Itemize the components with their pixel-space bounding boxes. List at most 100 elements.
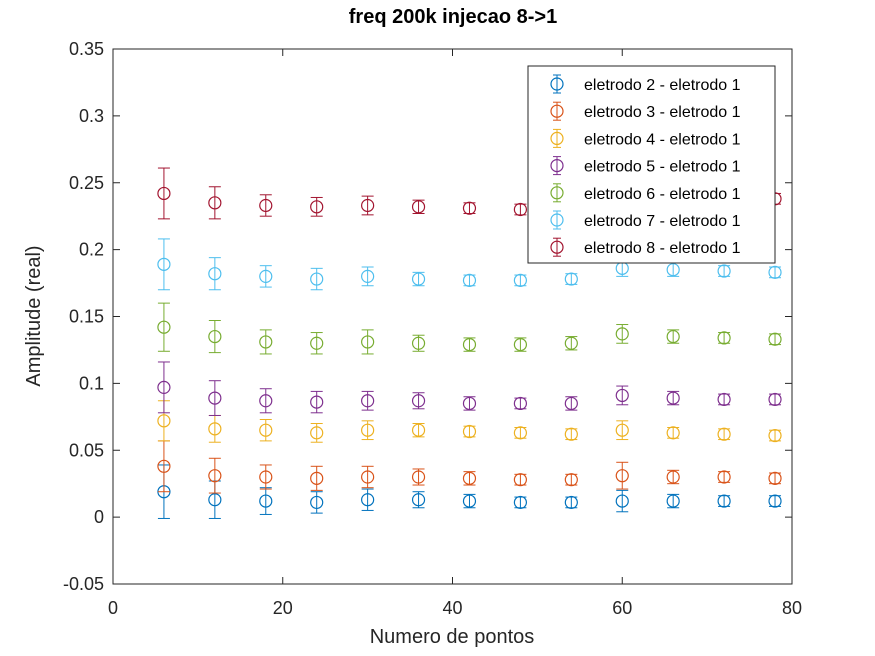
data-point	[411, 493, 426, 507]
data-point	[564, 396, 578, 411]
data-point	[361, 269, 375, 283]
data-point	[717, 264, 731, 278]
data-point	[208, 422, 222, 436]
data-point	[513, 473, 528, 487]
legend-item: eletrodo 7 - eletrodo 1	[550, 210, 741, 230]
data-point	[361, 198, 375, 213]
data-point	[513, 273, 528, 287]
data-point	[666, 329, 680, 344]
legend-label: eletrodo 6 - eletrodo 1	[584, 186, 741, 203]
data-point	[666, 263, 680, 277]
data-point	[513, 202, 528, 217]
data-point	[310, 471, 324, 485]
data-point	[768, 471, 782, 485]
data-point	[157, 186, 171, 201]
y-tick-label: 0.2	[79, 240, 104, 260]
data-point	[513, 495, 528, 510]
data-point	[615, 327, 629, 341]
legend-label: eletrodo 5 - eletrodo 1	[584, 159, 741, 176]
data-point	[717, 494, 731, 508]
data-point	[564, 336, 578, 350]
data-point	[615, 423, 629, 437]
data-point	[666, 470, 680, 484]
legend-marker	[550, 159, 564, 173]
series-2	[157, 464, 782, 519]
data-point	[564, 473, 578, 487]
data-point	[462, 337, 477, 352]
data-point	[717, 392, 731, 407]
chart-marks	[157, 167, 782, 519]
data-point	[411, 336, 426, 350]
y-tick-label: 0	[94, 507, 104, 527]
data-point	[259, 269, 273, 283]
y-tick-label: 0.35	[69, 39, 104, 59]
data-point	[361, 470, 375, 484]
data-point	[157, 414, 171, 428]
legend-marker	[550, 104, 564, 118]
data-point	[768, 494, 782, 508]
y-tick-label: -0.05	[63, 574, 104, 594]
data-point	[462, 273, 477, 287]
data-point	[666, 391, 680, 405]
legend-marker	[550, 186, 564, 200]
data-point	[157, 257, 171, 271]
data-point	[310, 495, 324, 510]
data-point	[666, 426, 680, 440]
legend-label: eletrodo 8 - eletrodo 1	[584, 240, 741, 257]
data-point	[208, 391, 222, 405]
legend-marker	[550, 77, 564, 91]
data-point	[310, 272, 324, 286]
series-3	[157, 440, 782, 494]
legend-item: eletrodo 8 - eletrodo 1	[550, 237, 741, 257]
data-point	[717, 331, 731, 345]
y-axis-label: Amplitude (real)	[23, 245, 45, 386]
data-point	[310, 426, 324, 440]
data-point	[768, 392, 782, 407]
data-point	[259, 394, 273, 408]
data-point	[462, 201, 477, 215]
chart-title: freq 200k injecao 8->1	[349, 6, 557, 28]
data-point	[310, 200, 324, 214]
legend-marker	[550, 131, 564, 145]
data-point	[361, 493, 375, 507]
legend-label: eletrodo 2 - eletrodo 1	[584, 77, 741, 94]
data-point	[411, 394, 426, 408]
data-point	[513, 426, 528, 440]
data-point	[411, 470, 426, 484]
data-point	[157, 320, 171, 334]
x-axis-label: Numero de pontos	[370, 626, 535, 648]
legend-box	[527, 65, 776, 264]
data-point	[768, 332, 782, 346]
data-point	[768, 428, 782, 443]
data-point	[615, 494, 629, 508]
series-5	[157, 361, 782, 416]
x-tick-label: 80	[782, 598, 802, 618]
data-point	[208, 267, 222, 281]
series-6	[157, 302, 782, 355]
data-point	[208, 493, 222, 507]
data-point	[564, 427, 578, 441]
x-tick-label: 20	[273, 598, 293, 618]
y-tick-label: 0.3	[79, 106, 104, 126]
legend-marker	[550, 213, 564, 227]
data-point	[361, 394, 375, 408]
data-point	[462, 471, 477, 485]
data-point	[462, 424, 477, 439]
legend-item: eletrodo 5 - eletrodo 1	[550, 156, 741, 176]
data-point	[564, 495, 578, 510]
data-point	[259, 423, 273, 437]
y-tick-label: 0.05	[69, 440, 104, 460]
data-point	[310, 336, 324, 350]
data-point	[411, 200, 426, 214]
data-point	[157, 459, 171, 473]
y-tick-label: 0.15	[69, 307, 104, 327]
data-point	[361, 335, 375, 349]
data-point	[411, 272, 426, 286]
data-point	[615, 388, 629, 403]
y-tick-label: 0.1	[79, 373, 104, 393]
legend-item: eletrodo 6 - eletrodo 1	[550, 183, 741, 203]
data-point	[564, 272, 578, 286]
data-point	[666, 494, 680, 508]
